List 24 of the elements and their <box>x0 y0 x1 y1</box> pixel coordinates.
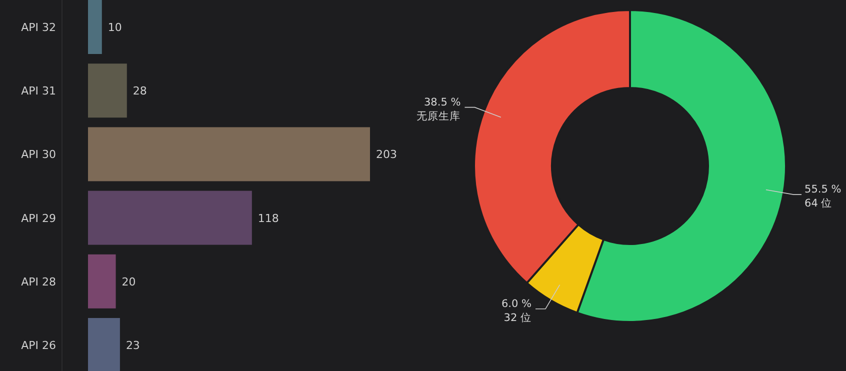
y-tick-label: API 31 <box>21 84 56 98</box>
slice-label: 64 位 <box>804 198 832 210</box>
bar <box>88 64 127 118</box>
data-label: 23 <box>126 339 140 352</box>
y-tick-label: API 28 <box>21 275 56 288</box>
data-label: 28 <box>132 84 147 98</box>
y-tick-label: API 30 <box>21 148 56 162</box>
y-tick-label: API 26 <box>21 339 56 352</box>
y-tick-label: API 32 <box>21 21 56 34</box>
bar <box>88 127 370 182</box>
slice-label: 无原生库 <box>416 109 461 122</box>
data-label: 6.0 % <box>501 298 532 310</box>
data-label: 55.5 % <box>804 184 842 196</box>
bar <box>88 190 252 245</box>
y-tick-label: API 29 <box>21 212 56 225</box>
data-label: 10 <box>108 21 122 34</box>
bar <box>88 0 102 54</box>
data-label: 203 <box>376 148 397 162</box>
data-label: 118 <box>258 212 279 225</box>
bar <box>88 254 116 308</box>
data-label: 38.5 % <box>424 96 461 108</box>
bar <box>88 318 120 371</box>
slice-label: 32 位 <box>504 312 532 324</box>
data-label: 20 <box>122 275 136 288</box>
